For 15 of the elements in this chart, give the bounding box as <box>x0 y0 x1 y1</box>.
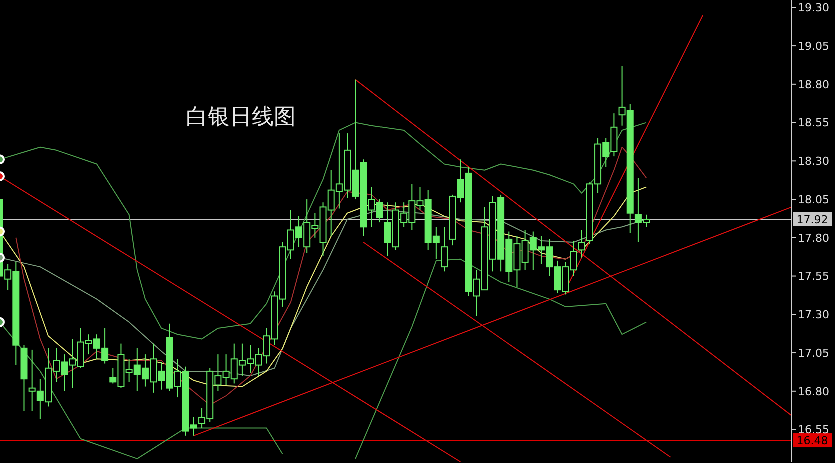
y-tick-label: 18.80 <box>798 78 830 92</box>
ref-line-label: 16.48 <box>796 434 828 448</box>
y-tick-label: 16.55 <box>798 424 830 437</box>
y-tick-label: 17.05 <box>798 346 830 360</box>
y-tick-label: 16.80 <box>798 385 830 398</box>
y-tick-label: 17.80 <box>798 232 830 245</box>
y-tick-label: 18.05 <box>798 193 830 206</box>
y-tick-label: 19.05 <box>798 40 830 53</box>
y-tick-label: 17.30 <box>798 308 830 322</box>
y-tick-label: 19.30 <box>798 2 830 15</box>
y-tick-label: 17.55 <box>798 270 830 284</box>
y-tick-label: 18.55 <box>798 116 830 130</box>
ref-line-label: 17.92 <box>796 213 828 226</box>
y-tick-label: 18.30 <box>798 155 830 168</box>
text: 白银日线图 <box>186 104 296 132</box>
